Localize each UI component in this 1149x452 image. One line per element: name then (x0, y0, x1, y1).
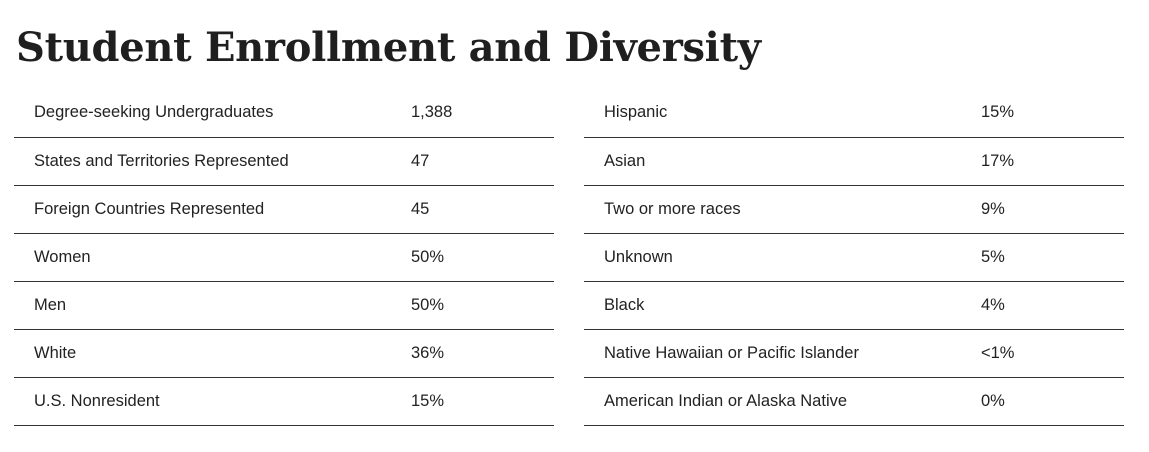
table-row: American Indian or Alaska Native 0% (584, 377, 1124, 426)
page-title: Student Enrollment and Diversity (16, 24, 761, 71)
table-row: White 36% (14, 329, 554, 378)
row-value: 45 (411, 185, 554, 234)
row-label: Women (14, 233, 411, 282)
row-value: 36% (411, 329, 554, 378)
row-label: Native Hawaiian or Pacific Islander (584, 329, 981, 378)
row-value: 47 (411, 137, 554, 186)
row-label: Unknown (584, 233, 981, 282)
row-value: 5% (981, 233, 1124, 282)
table-row: Foreign Countries Represented 45 (14, 185, 554, 234)
table-row: Native Hawaiian or Pacific Islander <1% (584, 329, 1124, 378)
row-value: 4% (981, 281, 1124, 330)
table-row: Two or more races 9% (584, 185, 1124, 234)
row-value: 17% (981, 137, 1124, 186)
row-label: Foreign Countries Represented (14, 185, 411, 234)
row-label: U.S. Nonresident (14, 377, 411, 426)
row-value: 15% (411, 377, 554, 426)
row-value: 1,388 (411, 89, 554, 138)
diversity-table: Hispanic 15% Asian 17% Two or more races… (584, 89, 1124, 426)
row-value: 15% (981, 89, 1124, 138)
row-label: White (14, 329, 411, 378)
table-row: Asian 17% (584, 137, 1124, 186)
row-label: Asian (584, 137, 981, 186)
enrollment-table: Degree-seeking Undergraduates 1,388 Stat… (14, 89, 554, 426)
table-row: Degree-seeking Undergraduates 1,388 (14, 89, 554, 138)
row-value: 0% (981, 377, 1124, 426)
table-row: Women 50% (14, 233, 554, 282)
row-value: 50% (411, 233, 554, 282)
row-label: Black (584, 281, 981, 330)
row-label: Degree-seeking Undergraduates (14, 89, 411, 138)
row-value: 9% (981, 185, 1124, 234)
row-value: 50% (411, 281, 554, 330)
table-row: Hispanic 15% (584, 89, 1124, 138)
table-row: Men 50% (14, 281, 554, 330)
table-row: States and Territories Represented 47 (14, 137, 554, 186)
row-label: American Indian or Alaska Native (584, 377, 981, 426)
table-row: Black 4% (584, 281, 1124, 330)
row-value: <1% (981, 329, 1124, 378)
table-row: Unknown 5% (584, 233, 1124, 282)
row-label: Men (14, 281, 411, 330)
row-label: Two or more races (584, 185, 981, 234)
row-label: Hispanic (584, 89, 981, 138)
row-label: States and Territories Represented (14, 137, 411, 186)
table-row: U.S. Nonresident 15% (14, 377, 554, 426)
